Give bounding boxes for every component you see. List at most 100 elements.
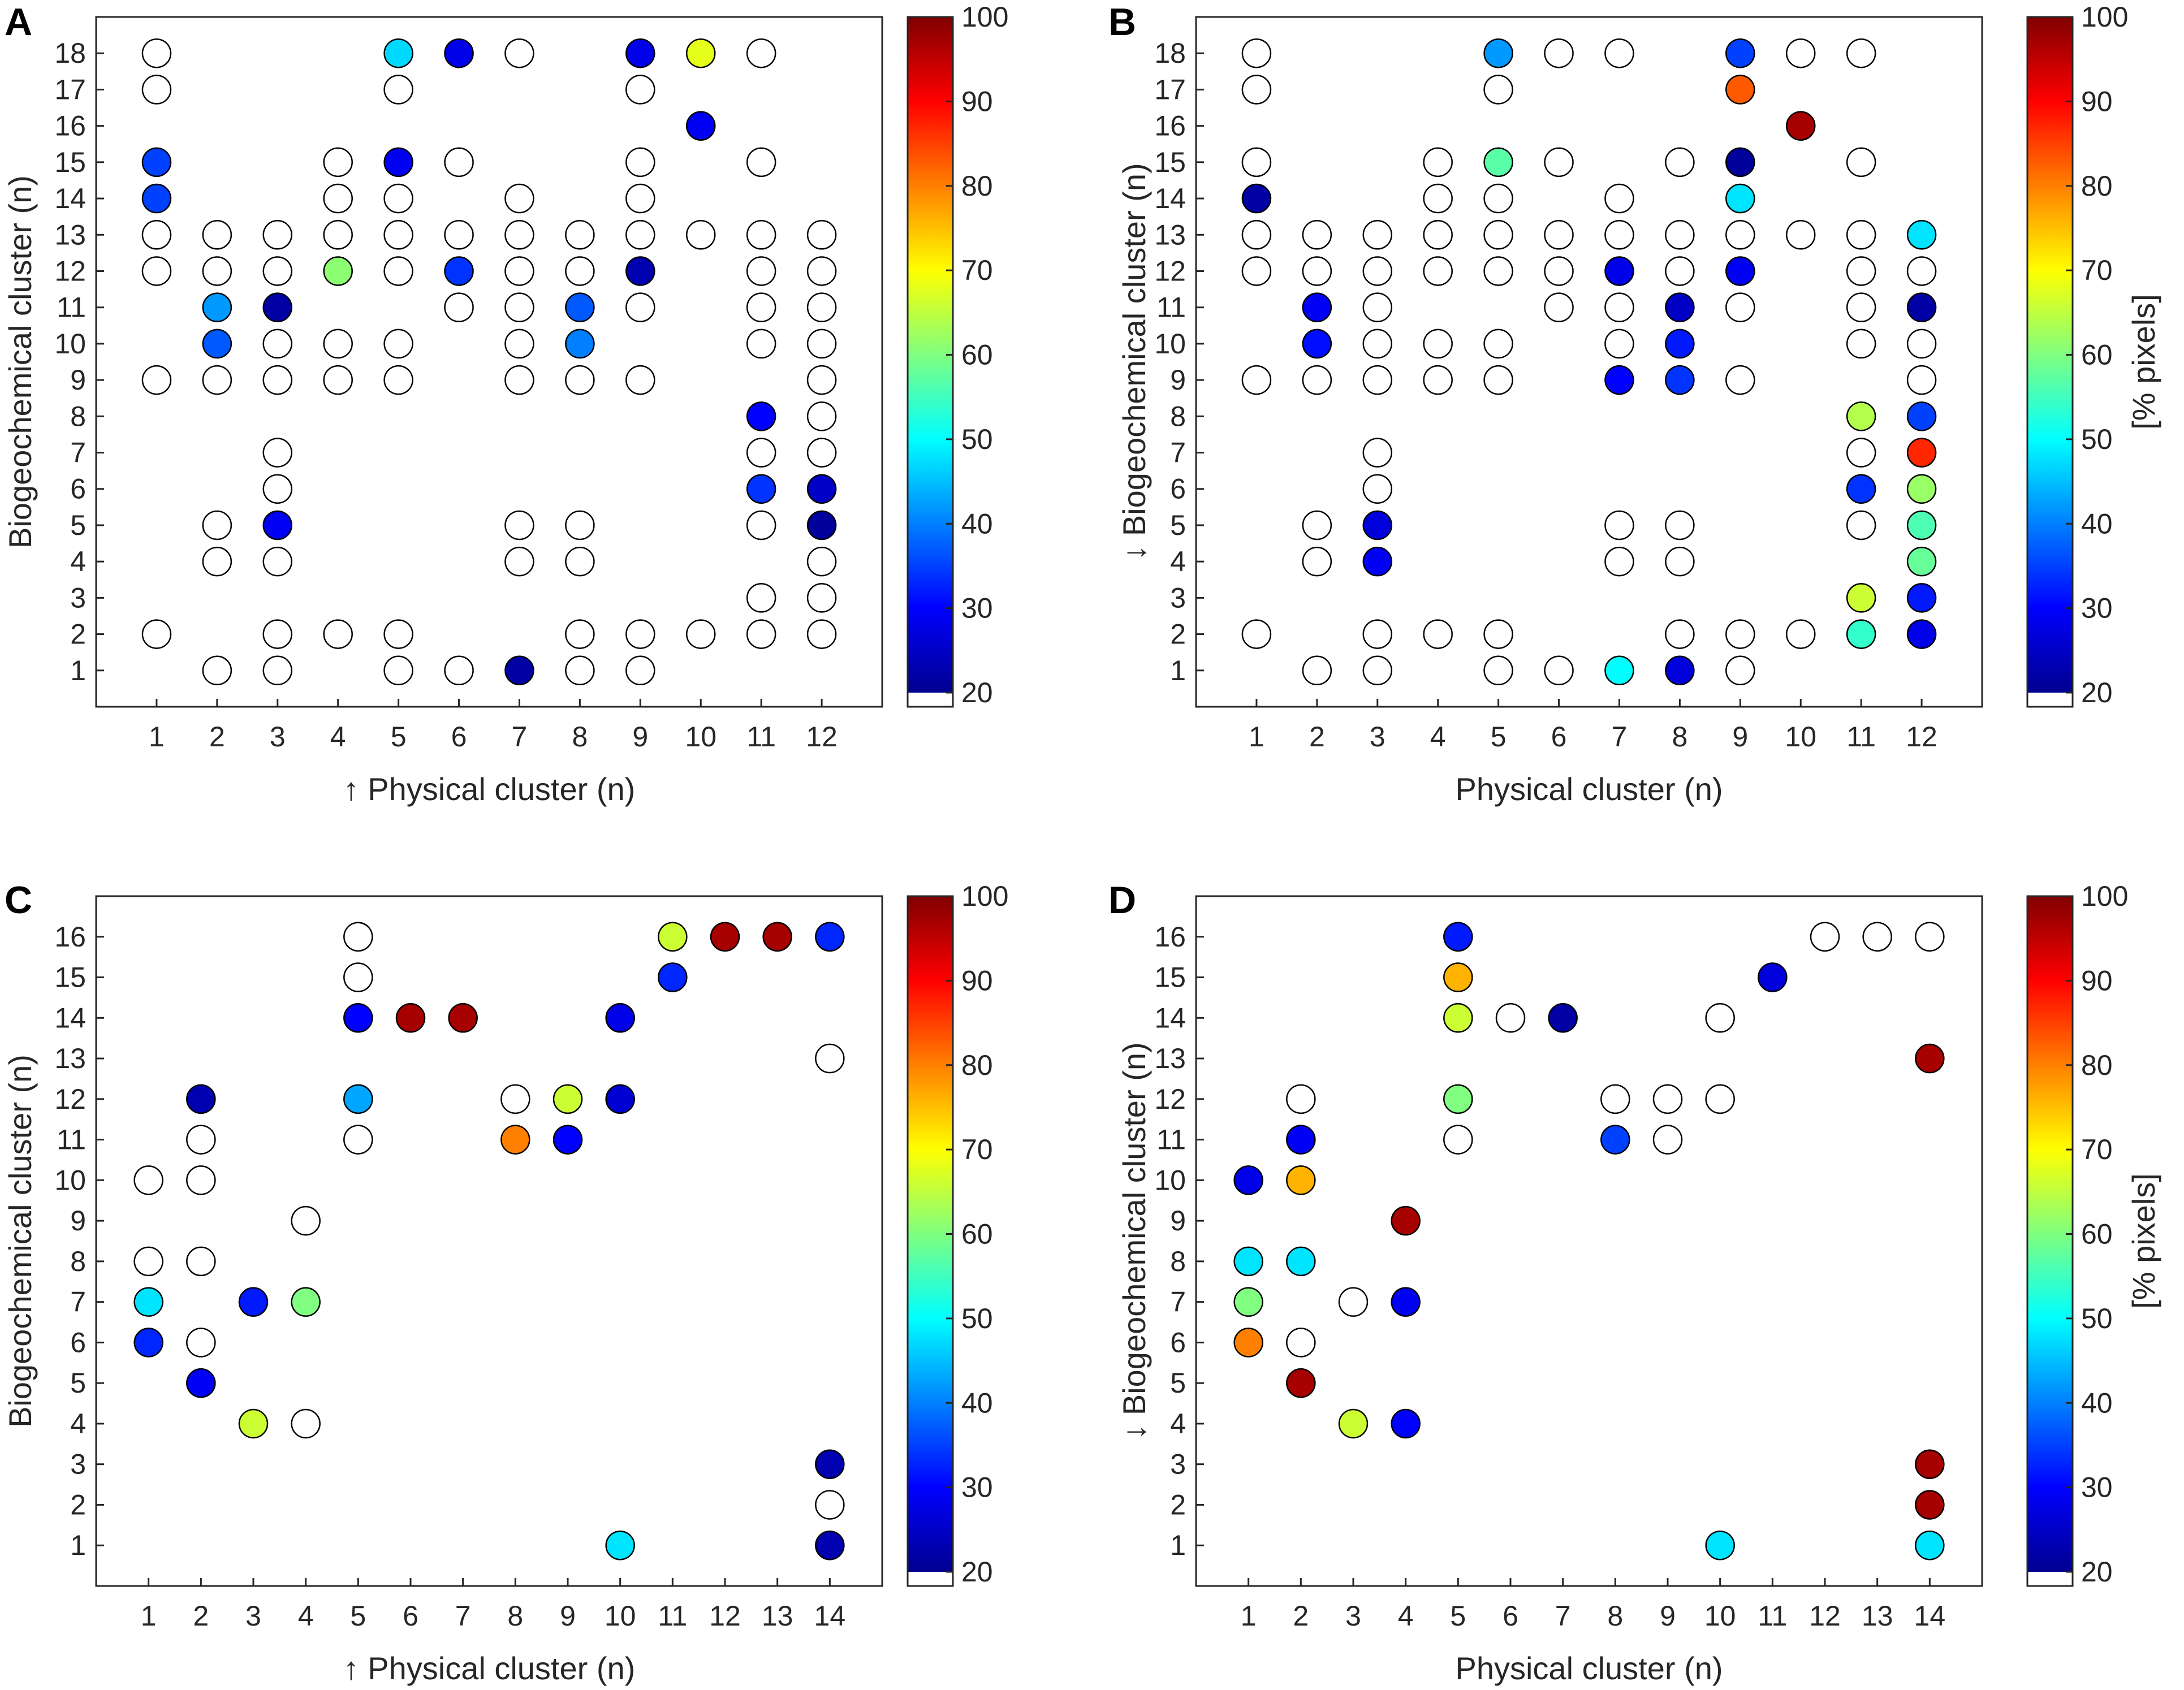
scatter-point	[1241, 365, 1272, 395]
scatter-point	[806, 365, 837, 395]
x-tick-label: 2	[193, 1600, 209, 1632]
x-tick-label: 5	[391, 721, 407, 753]
scatter-point	[186, 1328, 216, 1358]
x-tick-label: 6	[1503, 1600, 1518, 1632]
scatter-point	[1725, 183, 1755, 214]
scatter-point	[1233, 1165, 1263, 1195]
y-tick-label: 1	[70, 1529, 86, 1561]
colorbar-tick-label: 40	[2081, 508, 2113, 539]
panel-a: 1 2 3 4 5 6 7 8 9 10 11 12 123456789101112131415161…	[2, 1, 1008, 807]
y-tick-label: 8	[70, 400, 86, 432]
x-tick-label: 3	[245, 1600, 261, 1632]
colorbar-tick-label: 20	[2081, 1556, 2113, 1588]
scatter-point	[343, 922, 373, 952]
scatter-point	[133, 1165, 163, 1195]
x-tick-label: 4	[1398, 1600, 1414, 1632]
scatter-point	[746, 292, 776, 322]
scatter-point	[1665, 329, 1695, 359]
scatter-point	[1443, 962, 1473, 992]
scatter-point	[1665, 619, 1695, 649]
scatter-point	[1665, 292, 1695, 322]
colorbar-tick-label: 30	[2081, 1472, 2113, 1503]
y-tick-label: 14	[1154, 183, 1186, 214]
y-tick-label: 10	[1154, 328, 1186, 360]
scatter-point	[1391, 1287, 1421, 1317]
x-axis-ticks-c: 1 2 3 4 5 6 7 8 9 10 11 12 13 14	[141, 1578, 845, 1632]
y-tick-label: 14	[1154, 1002, 1186, 1034]
scatter-point	[133, 1287, 163, 1317]
scatter-point	[1544, 220, 1574, 250]
scatter-point	[1233, 1287, 1263, 1317]
scatter-point	[1286, 1084, 1316, 1114]
y-tick-label: 11	[57, 292, 86, 323]
scatter-point	[1785, 111, 1816, 141]
x-tick-label: 9	[1732, 721, 1748, 753]
scatter-point	[1846, 401, 1876, 431]
scatter-point	[1604, 365, 1634, 395]
colorbar-tick-label: 30	[2081, 593, 2113, 624]
scatter-point	[323, 619, 353, 649]
scatter-point	[504, 510, 534, 541]
scatter-point	[323, 365, 353, 395]
scatter-point	[1241, 75, 1272, 105]
scatter-point	[133, 1328, 163, 1358]
scatter-point	[1906, 329, 1937, 359]
y-tick-label: 18	[54, 37, 86, 69]
scatter-point	[202, 546, 232, 577]
scatter-point	[565, 655, 595, 686]
x-tick-label: 1	[1249, 721, 1264, 753]
scatter-point	[565, 619, 595, 649]
x-tick-label: 8	[572, 721, 588, 753]
x-axis-ticks-a: 1 2 3 4 5 6 7 8 9 10 11 12	[149, 699, 838, 753]
colorbar-tick-label: 100	[2081, 880, 2128, 912]
y-tick-label: 9	[70, 364, 86, 396]
scatter-point	[262, 474, 293, 504]
scatter-point	[262, 546, 293, 577]
scatter-point	[504, 38, 534, 68]
scatter-point	[1443, 1003, 1473, 1033]
y-tick-label: 4	[1170, 546, 1186, 577]
y-tick-label: 9	[1170, 364, 1186, 396]
scatter-point	[186, 1125, 216, 1155]
scatter-point	[504, 292, 534, 322]
y-tick-label: 12	[54, 255, 86, 287]
y-tick-label: 10	[1154, 1164, 1186, 1196]
y-tick-label: 3	[70, 1449, 86, 1480]
colorbar-tick-label: 70	[961, 1134, 993, 1165]
y-tick-label: 4	[1170, 1408, 1186, 1440]
scatter-point	[1600, 1084, 1630, 1114]
scatter-point	[1846, 474, 1876, 504]
x-tick-label: 5	[1450, 1600, 1466, 1632]
scatter-point	[1302, 220, 1332, 250]
y-tick-label: 15	[54, 146, 86, 178]
scatter-point	[625, 183, 655, 214]
scatter-point	[1846, 147, 1876, 178]
scatter-point	[746, 401, 776, 431]
colorbar-frame-c	[907, 895, 954, 1587]
scatter-point	[1906, 220, 1937, 250]
x-tick-label: 14	[1914, 1600, 1946, 1632]
scatter-point	[1483, 183, 1513, 214]
scatter-point	[1423, 183, 1453, 214]
scatter-point	[1338, 1287, 1369, 1317]
scatter-point	[1862, 922, 1892, 952]
scatter-point	[238, 1408, 269, 1439]
scatter-point	[186, 1246, 216, 1277]
scatter-point	[658, 962, 688, 992]
scatter-point	[565, 510, 595, 541]
scatter-point	[1846, 38, 1876, 68]
scatter-point	[186, 1368, 216, 1398]
scatter-point	[1665, 220, 1695, 250]
scatter-point	[1362, 256, 1393, 286]
scatter-point	[1495, 1003, 1526, 1033]
scatter-point	[291, 1287, 321, 1317]
colorbar-tick-label: 90	[2081, 85, 2113, 117]
scatter-point	[504, 256, 534, 286]
colorbar-tick-label: 30	[961, 1472, 993, 1503]
colorbar-tick-label: 50	[2081, 1303, 2113, 1334]
scatter-point	[1362, 365, 1393, 395]
y-tick-label: 17	[54, 74, 86, 105]
scatter-point	[202, 655, 232, 686]
